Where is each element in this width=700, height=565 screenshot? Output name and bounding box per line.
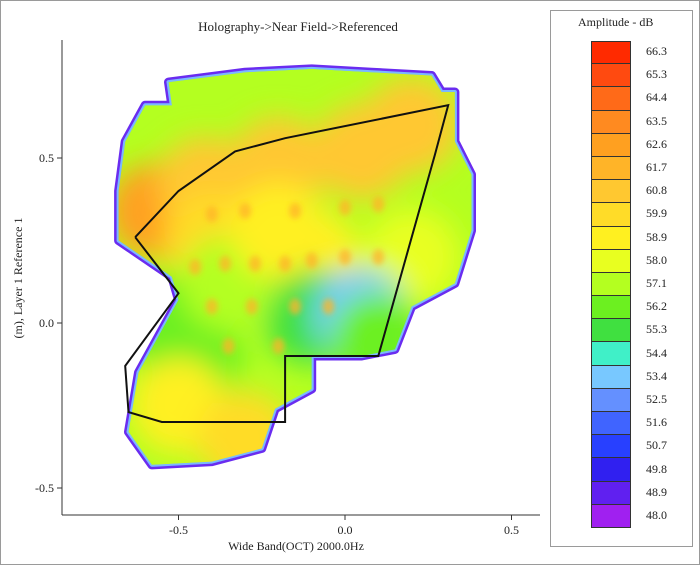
field-spot-15	[322, 298, 335, 315]
field-spot-0	[205, 206, 218, 223]
field-spot-5	[189, 258, 202, 275]
field-spots	[189, 196, 385, 355]
colorbar-level-label: 48.9	[646, 484, 667, 499]
colorbar-swatch	[591, 226, 631, 250]
sound-field	[114, 64, 476, 470]
colorbar-swatch	[591, 388, 631, 412]
colorbar-level-label: 59.9	[646, 206, 667, 221]
colorbar-level-label: 51.6	[646, 415, 667, 430]
field-patch-14	[330, 291, 427, 388]
colorbar-level-label: 66.3	[646, 44, 667, 58]
field-spot-2	[289, 202, 302, 219]
field-patches	[118, 77, 460, 465]
colorbar-swatch	[591, 64, 631, 88]
field-spot-6	[219, 255, 232, 272]
y-tick-label: -0.5	[35, 481, 54, 495]
x-tick-label: 0.0	[338, 523, 353, 537]
colorbar-level-label: 50.7	[646, 438, 667, 453]
colorbar-level-label: 55.3	[646, 322, 667, 337]
y-axis-label: (m), Layer 1 Reference 1	[11, 218, 25, 339]
colorbar-swatch	[591, 87, 631, 111]
colorbar-level-label: 48.0	[646, 508, 667, 522]
colorbar-level-label: 61.7	[646, 160, 667, 174]
field-patch-13	[197, 390, 294, 465]
x-tick-label: 0.5	[504, 523, 519, 537]
colorbar-swatch	[591, 504, 631, 528]
field-spot-1	[239, 202, 252, 219]
reference-outline	[124, 103, 450, 423]
colorbar-level-label: 62.6	[646, 136, 667, 151]
colorbar-level-label: 64.4	[646, 90, 667, 105]
field-spot-3	[339, 199, 351, 216]
field-spot-17	[272, 338, 285, 355]
colorbar-swatch	[591, 133, 631, 157]
colorbar-swatch	[591, 412, 631, 436]
y-tick-label: 0.5	[39, 151, 54, 165]
colorbar-swatch	[591, 435, 631, 459]
colorbar-level-label: 58.0	[646, 252, 667, 267]
field-fill	[118, 68, 472, 465]
colorbar-swatch	[591, 203, 631, 227]
colorbar-swatch	[591, 319, 631, 343]
colorbar-swatch	[591, 365, 631, 389]
field-spot-14	[289, 298, 302, 315]
colorbar-level-label: 65.3	[646, 67, 667, 82]
field-spot-16	[222, 338, 235, 355]
colorbar-swatch	[591, 296, 631, 320]
colorbar-swatch	[591, 110, 631, 134]
colorbar-swatch	[591, 342, 631, 366]
field-spot-13	[245, 298, 258, 315]
colorbar-swatch	[591, 249, 631, 273]
y-tick-label: 0.0	[39, 316, 54, 330]
colorbar-level-label: 60.8	[646, 183, 667, 198]
x-axis-label: Wide Band(OCT) 2000.0Hz	[228, 539, 364, 553]
ticks: -0.5 0.0 0.5 0.5 0.0 -0.5	[35, 151, 519, 537]
field-spot-11	[372, 249, 385, 265]
colorbar-level-label: 58.9	[646, 229, 667, 244]
field-spot-8	[279, 255, 292, 272]
colorbar-level-label: 49.8	[646, 461, 667, 476]
colorbar-scale	[591, 41, 631, 528]
colorbar-swatch	[591, 458, 631, 482]
field-spot-7	[249, 255, 262, 272]
colorbar-swatch	[591, 180, 631, 204]
axes	[61, 40, 540, 516]
colorbar-level-label: 57.1	[646, 276, 667, 290]
colorbar-level-label: 56.2	[646, 299, 667, 314]
field-patch-2	[230, 116, 327, 213]
field-spot-9	[305, 252, 318, 269]
colorbar-level-label: 54.4	[646, 345, 667, 360]
field-spot-10	[339, 249, 351, 265]
chart-title: Holography->Near Field->Referenced	[198, 19, 398, 34]
colorbar-title: Amplitude - dB	[578, 15, 654, 29]
colorbar-swatch	[591, 481, 631, 505]
colorbar-swatch	[591, 41, 631, 65]
colorbar-level-label: 53.4	[646, 368, 667, 383]
colorbar-level-label: 52.5	[646, 392, 667, 406]
reference-polygon	[124, 103, 450, 423]
field-spot-12	[205, 298, 218, 315]
colorbar-swatch	[591, 272, 631, 297]
x-tick-label: -0.5	[169, 523, 188, 537]
field-spot-4	[372, 196, 385, 213]
field-patch-16	[230, 182, 327, 279]
colorbar-level-label: 63.5	[646, 113, 667, 128]
colorbar-swatch	[591, 156, 631, 181]
